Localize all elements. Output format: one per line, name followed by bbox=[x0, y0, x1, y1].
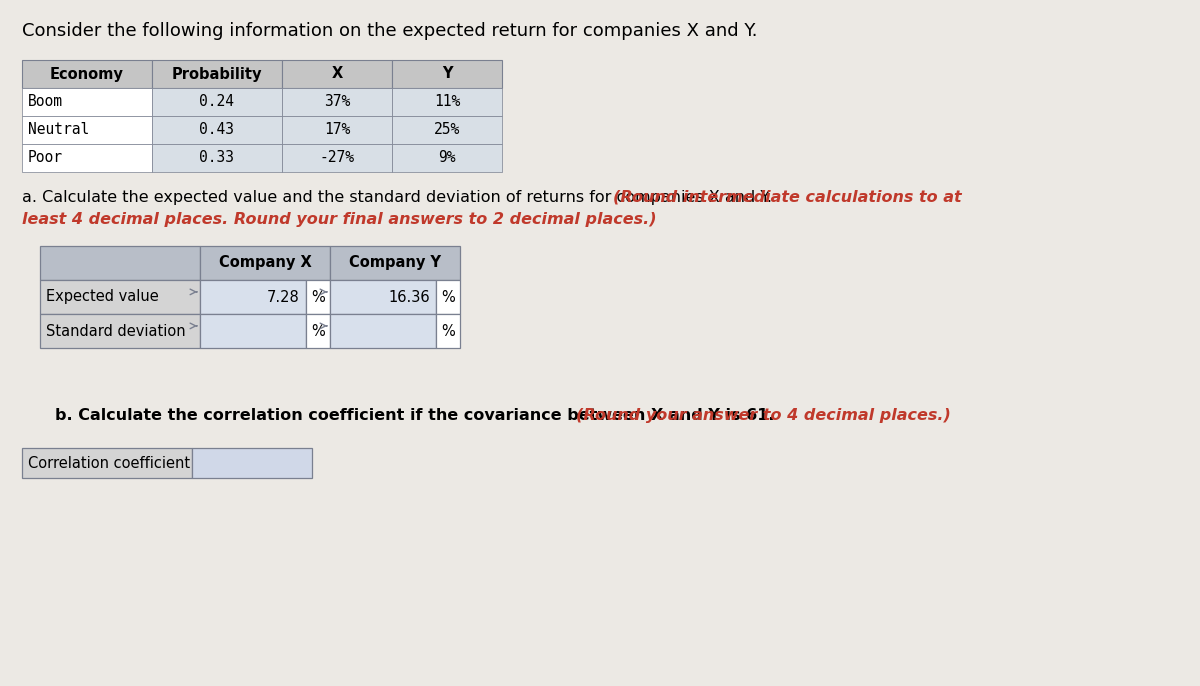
Bar bbox=[392, 60, 502, 88]
Bar bbox=[22, 60, 152, 88]
Text: Correlation coefficient: Correlation coefficient bbox=[28, 456, 190, 471]
Bar bbox=[40, 280, 200, 314]
Bar bbox=[22, 116, 152, 144]
Text: -27%: -27% bbox=[319, 150, 354, 165]
Bar bbox=[330, 314, 436, 348]
Bar bbox=[192, 448, 312, 478]
Text: 0.33: 0.33 bbox=[199, 150, 234, 165]
Text: %: % bbox=[311, 289, 325, 305]
Bar bbox=[152, 116, 282, 144]
Bar bbox=[330, 246, 460, 280]
Text: Probability: Probability bbox=[172, 67, 263, 82]
Text: b. Calculate the correlation coefficient if the covariance between X and Y is 61: b. Calculate the correlation coefficient… bbox=[55, 408, 780, 423]
Bar bbox=[392, 116, 502, 144]
Text: Expected value: Expected value bbox=[46, 289, 158, 305]
Text: 17%: 17% bbox=[324, 123, 350, 137]
Bar bbox=[22, 88, 152, 116]
Bar bbox=[282, 88, 392, 116]
Bar bbox=[282, 116, 392, 144]
Bar bbox=[40, 314, 200, 348]
Text: 37%: 37% bbox=[324, 95, 350, 110]
Bar bbox=[392, 88, 502, 116]
Text: 0.43: 0.43 bbox=[199, 123, 234, 137]
Bar bbox=[200, 280, 306, 314]
Bar bbox=[392, 144, 502, 172]
Bar bbox=[22, 144, 152, 172]
Bar bbox=[152, 144, 282, 172]
Text: 7.28: 7.28 bbox=[268, 289, 300, 305]
Text: Boom: Boom bbox=[28, 95, 64, 110]
Text: %: % bbox=[442, 324, 455, 338]
Bar bbox=[306, 280, 330, 314]
Text: Y: Y bbox=[442, 67, 452, 82]
Text: (Round intermediate calculations to at: (Round intermediate calculations to at bbox=[612, 190, 961, 205]
Bar bbox=[436, 280, 460, 314]
Text: least 4 decimal places. Round your final answers to 2 decimal places.): least 4 decimal places. Round your final… bbox=[22, 212, 656, 227]
Text: 25%: 25% bbox=[434, 123, 460, 137]
Bar bbox=[40, 246, 200, 280]
Bar bbox=[306, 314, 330, 348]
Text: Poor: Poor bbox=[28, 150, 64, 165]
Bar bbox=[152, 88, 282, 116]
Text: %: % bbox=[311, 324, 325, 338]
Bar bbox=[200, 314, 306, 348]
Text: Neutral: Neutral bbox=[28, 123, 89, 137]
Bar bbox=[330, 280, 436, 314]
Bar bbox=[282, 144, 392, 172]
Bar bbox=[282, 60, 392, 88]
Text: 16.36: 16.36 bbox=[389, 289, 430, 305]
Text: Standard deviation: Standard deviation bbox=[46, 324, 186, 338]
Text: Consider the following information on the expected return for companies X and Y.: Consider the following information on th… bbox=[22, 22, 757, 40]
Bar bbox=[152, 60, 282, 88]
Text: 9%: 9% bbox=[438, 150, 456, 165]
Text: Economy: Economy bbox=[50, 67, 124, 82]
Text: 0.24: 0.24 bbox=[199, 95, 234, 110]
Bar bbox=[200, 246, 330, 280]
Bar bbox=[22, 448, 192, 478]
Bar bbox=[436, 314, 460, 348]
Text: 11%: 11% bbox=[434, 95, 460, 110]
Text: a. Calculate the expected value and the standard deviation of returns for compan: a. Calculate the expected value and the … bbox=[22, 190, 778, 205]
Text: Company X: Company X bbox=[218, 255, 311, 270]
Text: %: % bbox=[442, 289, 455, 305]
Text: X: X bbox=[331, 67, 343, 82]
Text: (Round your answer to 4 decimal places.): (Round your answer to 4 decimal places.) bbox=[576, 408, 950, 423]
Text: Company Y: Company Y bbox=[349, 255, 442, 270]
